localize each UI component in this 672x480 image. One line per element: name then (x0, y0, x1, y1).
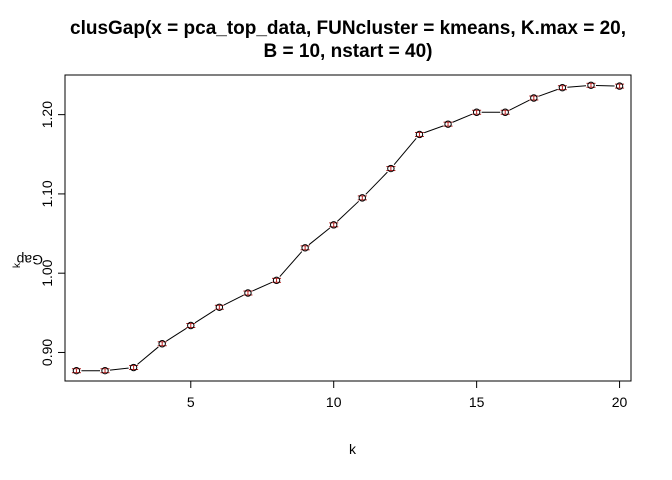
series-line-segment (252, 281, 273, 292)
data-point (501, 108, 509, 116)
series-line-segment (194, 309, 216, 324)
y-tick-label: 1.10 (39, 180, 55, 207)
series-line-segment (223, 294, 244, 306)
gap-series (71, 81, 625, 375)
data-point (272, 276, 281, 285)
data-point (358, 194, 366, 202)
data-point (187, 321, 195, 330)
series-line-segment (365, 171, 388, 195)
chart-title: clusGap(x = pca_top_data, FUNcluster = k… (70, 18, 626, 39)
data-point (472, 108, 481, 116)
y-tick-label: 0.90 (39, 339, 55, 366)
data-point (444, 120, 452, 128)
x-tick-label: 15 (469, 394, 485, 410)
data-point (558, 83, 567, 92)
x-tick-label: 20 (612, 394, 628, 410)
series-line-segment (279, 251, 303, 277)
series-line-segment (393, 137, 417, 166)
x-axis: 5 10 15 20 (187, 381, 628, 410)
chart-title-line2: B = 10, nstart = 40) (263, 41, 433, 62)
series-line-segment (538, 88, 558, 97)
series-line-segment (567, 85, 587, 88)
series-line-segment (109, 367, 129, 371)
data-point (244, 289, 252, 297)
series-line-segment (595, 84, 615, 87)
series-line-segment (166, 327, 187, 342)
data-point (101, 366, 109, 375)
data-point (301, 244, 309, 252)
series-line-segment (308, 227, 331, 246)
data-point (615, 82, 624, 90)
series-line-segment (337, 200, 359, 222)
data-point (215, 303, 224, 311)
x-tick-label: 5 (187, 394, 195, 410)
series-line-segment (509, 99, 530, 111)
x-axis-label: k (349, 441, 356, 457)
y-tick-label: 1.20 (39, 101, 55, 128)
series-line-segment (423, 125, 444, 134)
series-line-segment (452, 113, 473, 123)
data-point (330, 221, 338, 229)
data-point (158, 340, 166, 348)
data-point (129, 363, 138, 372)
data-point (587, 81, 595, 90)
y-axis-label: Gap k (3, 228, 43, 268)
y-axis: 0.90 1.00 1.10 1.20 (39, 101, 65, 366)
data-point (72, 366, 81, 375)
y-axis-label-main: Gap (16, 252, 43, 268)
series-line-segment (137, 346, 159, 365)
data-point (530, 94, 538, 102)
y-tick-label: 1.00 (39, 259, 55, 286)
plot-frame (64, 74, 632, 382)
x-tick-label: 10 (326, 394, 342, 410)
data-point (415, 130, 424, 139)
data-point (387, 164, 395, 173)
